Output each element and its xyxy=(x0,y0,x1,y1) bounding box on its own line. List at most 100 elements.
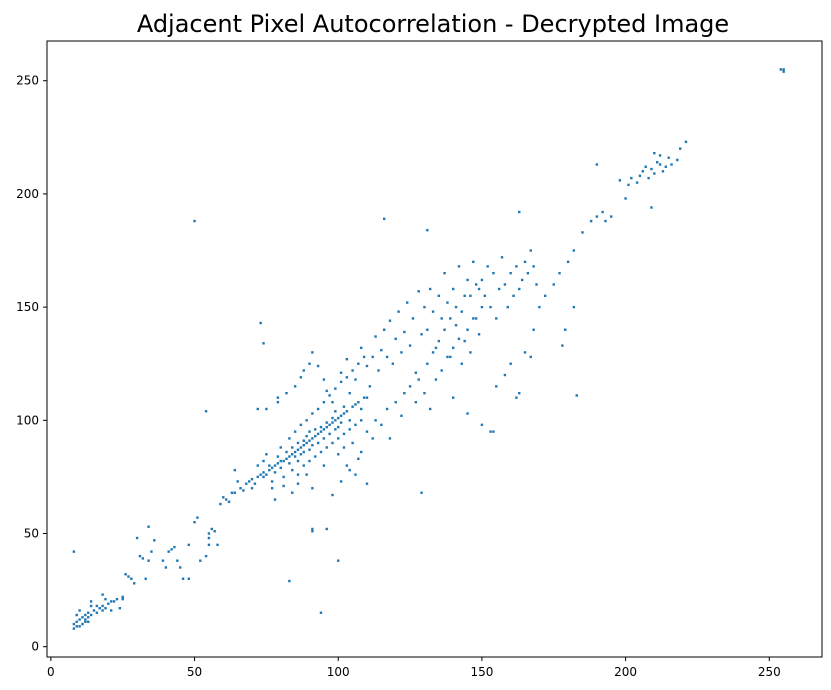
data-point xyxy=(296,459,300,463)
data-point xyxy=(348,391,351,395)
data-point xyxy=(316,441,320,445)
data-point xyxy=(661,170,665,173)
data-point xyxy=(291,491,294,494)
data-point xyxy=(101,593,104,596)
data-point xyxy=(351,441,354,445)
data-point xyxy=(291,453,294,456)
data-point xyxy=(339,371,343,374)
data-point xyxy=(101,609,104,612)
data-point xyxy=(354,378,357,381)
data-point xyxy=(296,482,300,485)
data-point xyxy=(532,265,535,268)
data-point xyxy=(403,391,406,395)
data-point xyxy=(247,480,251,483)
data-point xyxy=(273,464,277,467)
data-point xyxy=(480,305,484,309)
data-point xyxy=(291,468,294,472)
data-point xyxy=(199,559,202,562)
data-point xyxy=(354,403,357,406)
data-point xyxy=(566,260,570,264)
data-point xyxy=(176,559,179,562)
data-point xyxy=(305,434,308,438)
data-point xyxy=(138,554,142,558)
data-point xyxy=(472,260,475,264)
data-point xyxy=(130,577,133,580)
data-point xyxy=(293,430,297,433)
data-point xyxy=(339,380,343,384)
data-point xyxy=(426,362,429,365)
data-point xyxy=(276,396,280,399)
data-point xyxy=(89,604,93,608)
data-point xyxy=(480,423,484,427)
data-point xyxy=(411,317,415,320)
data-point xyxy=(575,394,578,397)
data-point xyxy=(589,219,593,223)
data-point xyxy=(242,489,245,492)
data-point xyxy=(72,550,76,553)
plot-frame xyxy=(46,40,823,658)
data-point xyxy=(144,577,147,580)
data-point xyxy=(365,482,369,485)
data-point xyxy=(653,172,656,175)
data-point xyxy=(414,371,418,374)
data-point xyxy=(342,405,346,408)
data-point xyxy=(457,265,461,268)
data-point xyxy=(319,425,323,429)
data-point xyxy=(265,453,268,456)
data-point xyxy=(322,428,326,431)
data-point xyxy=(282,484,285,488)
data-point xyxy=(650,206,653,209)
data-point xyxy=(618,179,622,182)
data-point xyxy=(351,369,354,372)
data-point xyxy=(449,355,452,359)
axes-layer: 0 50 100 150 200 250 0 50 100 150 200 250 xyxy=(16,74,781,679)
data-point xyxy=(388,437,392,440)
data-point xyxy=(503,373,507,377)
data-point xyxy=(236,480,239,483)
data-point xyxy=(397,310,400,313)
data-point xyxy=(417,378,420,381)
data-point xyxy=(647,176,650,180)
data-point xyxy=(337,453,340,456)
data-point xyxy=(322,378,326,381)
data-point xyxy=(233,468,236,472)
data-point xyxy=(316,432,320,436)
data-point xyxy=(426,328,429,331)
data-point xyxy=(345,376,349,379)
data-point xyxy=(538,305,541,309)
data-point xyxy=(81,616,84,619)
data-point xyxy=(357,362,360,365)
data-point xyxy=(265,473,268,476)
data-point xyxy=(365,364,369,368)
data-point xyxy=(391,362,395,365)
data-point xyxy=(474,317,478,320)
data-point xyxy=(262,475,265,479)
data-point xyxy=(325,421,328,424)
data-point xyxy=(256,475,259,479)
data-point xyxy=(492,271,495,275)
data-point xyxy=(81,622,84,626)
points-layer xyxy=(72,68,785,630)
data-point xyxy=(204,410,208,413)
data-point xyxy=(483,294,486,297)
data-point xyxy=(328,432,331,436)
data-point xyxy=(104,607,107,610)
data-point xyxy=(420,333,423,336)
data-point xyxy=(431,351,435,354)
data-point xyxy=(451,287,455,291)
data-point xyxy=(141,557,145,560)
data-point xyxy=(518,287,521,291)
data-point xyxy=(161,559,165,562)
data-point xyxy=(150,550,153,553)
data-point xyxy=(167,550,170,553)
data-point xyxy=(308,459,311,463)
data-point xyxy=(282,475,285,479)
data-point xyxy=(684,140,688,144)
data-point xyxy=(279,459,282,463)
data-point xyxy=(219,502,222,506)
data-point xyxy=(196,516,199,519)
data-point xyxy=(595,163,599,166)
data-point xyxy=(95,611,99,614)
data-point xyxy=(112,600,116,603)
data-point xyxy=(604,219,607,223)
